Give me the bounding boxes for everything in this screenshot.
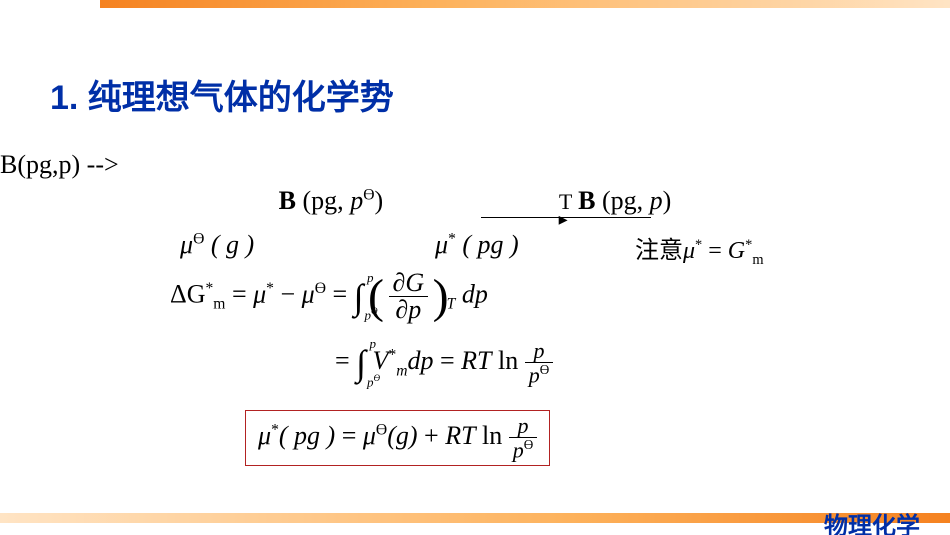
eq3-eq1: = [225, 279, 253, 308]
mu-b-sup: * [448, 230, 456, 247]
dG-sup: * [206, 280, 214, 297]
integral-1: ∫ p pӨ [354, 276, 364, 318]
eq3-dp: dp [462, 279, 488, 308]
integral-sign-2-icon: ∫ [356, 343, 366, 383]
box-frac: p pӨ [509, 415, 538, 461]
mu-a-arg: ( g ) [211, 230, 254, 259]
eq4-ln: ln [492, 346, 525, 375]
int1-upper: p [367, 270, 374, 286]
reactant-theta: Ө [363, 186, 374, 203]
product-p: p [650, 186, 663, 215]
paren-sub: T [447, 296, 456, 313]
bottom-gradient-bar [0, 513, 950, 523]
boxed-equation: μ*( pg ) = μӨ(g) + RT ln p pӨ [245, 410, 550, 466]
eq4-RT: RT [461, 346, 491, 375]
integral-2: ∫ p pӨ [356, 342, 366, 384]
eq3-minus: − [274, 279, 302, 308]
product-close: ) [663, 186, 672, 215]
box-mu1-sup: * [271, 421, 279, 438]
note-G-sub: m [752, 252, 763, 268]
mu-b-arg: ( pg ) [462, 230, 518, 259]
box-frac-bot: p [513, 437, 524, 462]
eq4-frac-bot-sup: Ө [540, 362, 550, 377]
slide-content: B(pg,p) --> B (pg, pӨ) T ▸ B (pg, p) μӨ … [0, 150, 950, 286]
reactant-p: p [350, 186, 363, 215]
int2-lower: pӨ [367, 373, 380, 390]
int1-lower: pӨ [364, 306, 377, 323]
eq4-dp: dp [408, 346, 434, 375]
eq4-frac-top: p [525, 340, 554, 363]
eq3-eq2: = [326, 279, 354, 308]
partial-bot-v: p [408, 295, 421, 324]
eq4-V-sub: m [396, 362, 407, 379]
eq4-eq2: = [434, 346, 462, 375]
reactant-B: B [279, 186, 296, 215]
eq4-eq1: = [335, 346, 356, 375]
box-RT: RT [445, 421, 475, 450]
box-eq: = [335, 421, 363, 450]
partial-frac: ∂G ∂p [389, 270, 429, 323]
reactant-close: ) [374, 186, 383, 215]
note-mu: μ [683, 238, 695, 264]
box-arg2: (g) [387, 421, 417, 450]
mu-standard: μӨ ( g ) [180, 230, 254, 260]
mu-a-sup: Ө [193, 230, 204, 247]
box-mu2: μ [363, 421, 376, 450]
mu-star: μ* ( pg ) [435, 230, 519, 260]
top-gradient-bar [100, 0, 950, 8]
partial-top-v: G [405, 268, 424, 297]
mu-a-sym: μ [180, 230, 193, 259]
note-G-sup: * [745, 237, 752, 253]
equation-deltaG: ΔG*m = μ* − μӨ = ∫ p pӨ ( ∂G ∂p )T dp [170, 270, 488, 323]
eq4-frac-bot: p [529, 362, 540, 387]
note-eq: = [702, 238, 728, 264]
box-mu1: μ [258, 421, 271, 450]
equation-integral-V: = ∫ p pӨ V*mdp = RT ln p pӨ [335, 340, 553, 386]
box-ln: ln [476, 421, 509, 450]
dG: ΔG [170, 279, 206, 308]
reactant-open: (pg, [296, 186, 350, 215]
eq3-mu1-sup: * [266, 280, 274, 297]
note-label: 注意 [635, 238, 683, 264]
box-arg1: ( pg ) [279, 421, 335, 450]
int2-upper: p [370, 336, 377, 352]
eq3-mu2: μ [302, 279, 315, 308]
integral-sign-icon: ∫ [354, 277, 364, 317]
box-frac-bot-sup: Ө [524, 437, 534, 452]
box-plus: + [418, 421, 446, 450]
reaction-row: B (pg, pӨ) T ▸ B (pg, p) [0, 186, 950, 216]
arrow-head-icon: ▸ [559, 209, 568, 230]
footer-label: 物理化学 [824, 506, 920, 535]
box-mu2-sup: Ө [376, 421, 387, 438]
eq4-V-sup: * [388, 346, 396, 363]
partial-bot-d: ∂ [395, 295, 408, 324]
note: 注意μ* = G*m [635, 230, 764, 269]
section-title: 1. 纯理想气体的化学势 [50, 70, 394, 119]
box-frac-top: p [509, 415, 538, 438]
note-G: G [728, 238, 745, 264]
mu-b-sym: μ [435, 230, 448, 259]
eq3-mu2-sup: Ө [315, 280, 326, 297]
partial-top-d: ∂ [393, 268, 406, 297]
dG-sub: m [213, 296, 225, 313]
eq4-frac: p pӨ [525, 340, 554, 386]
eq3-mu1: μ [253, 279, 266, 308]
